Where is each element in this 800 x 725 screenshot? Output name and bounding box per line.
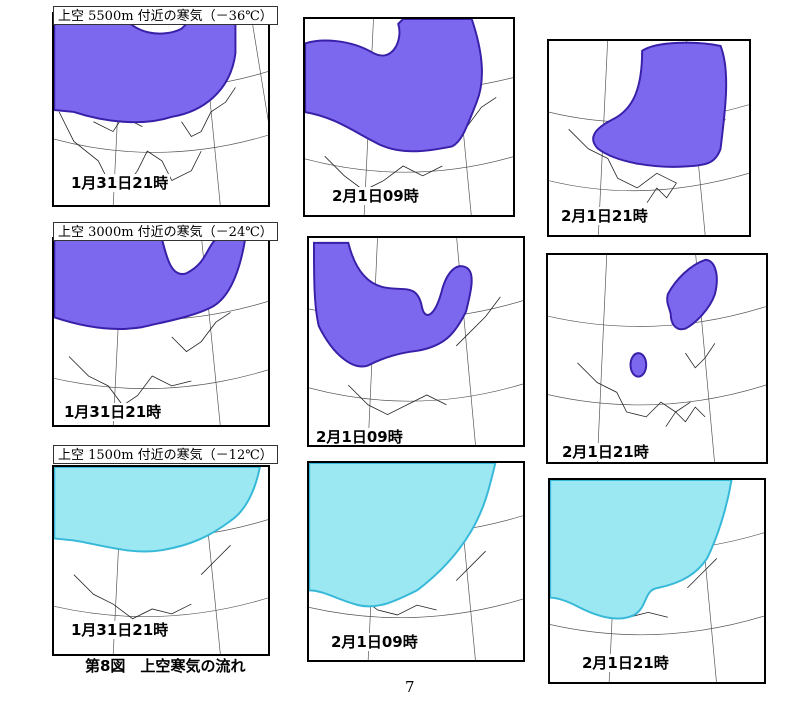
weather-map <box>54 239 268 425</box>
row-label-3000m: 上空 3000m 付近の寒気（－24℃） <box>53 222 278 241</box>
panel-time-label: 2月1日21時 <box>580 654 671 672</box>
panel-time-label: 1月31日21時 <box>62 403 164 421</box>
weather-map <box>305 19 513 215</box>
panel-time-label: 1月31日21時 <box>69 621 171 639</box>
map-panel-3000m-0201-09: 2月1日09時 <box>307 236 525 447</box>
weather-map <box>548 255 766 462</box>
map-panel-1500m-0131-21: 1月31日21時 <box>52 465 270 656</box>
row-label-1500m: 上空 1500m 付近の寒気（－12℃） <box>53 445 278 464</box>
map-panel-3000m-0131-21: 1月31日21時 <box>52 237 270 427</box>
panel-time-label: 2月1日21時 <box>560 443 651 461</box>
panel-time-label: 2月1日21時 <box>559 207 650 225</box>
page-number: 7 <box>405 678 415 696</box>
weather-map <box>54 467 268 654</box>
map-panel-5500m-0201-21: 2月1日21時 <box>547 39 751 237</box>
panel-time-label: 1月31日21時 <box>69 174 171 192</box>
panel-time-label: 2月1日09時 <box>314 428 405 446</box>
weather-map <box>549 41 749 235</box>
figure-caption: 第8図 上空寒気の流れ <box>85 657 246 675</box>
row-label-5500m: 上空 5500m 付近の寒気（－36℃） <box>53 6 278 25</box>
weather-map <box>309 463 523 660</box>
map-panel-1500m-0201-09: 2月1日09時 <box>307 461 525 662</box>
weather-map <box>550 480 764 682</box>
map-panel-5500m-0131-21: 1月31日21時 <box>52 12 270 207</box>
map-panel-3000m-0201-21: 2月1日21時 <box>546 253 768 464</box>
map-panel-5500m-0201-09: 2月1日09時 <box>303 17 515 217</box>
map-panel-1500m-0201-21: 2月1日21時 <box>548 478 766 684</box>
weather-map <box>309 238 523 445</box>
panel-time-label: 2月1日09時 <box>330 187 421 205</box>
panel-time-label: 2月1日09時 <box>329 633 420 651</box>
weather-map <box>54 14 268 205</box>
